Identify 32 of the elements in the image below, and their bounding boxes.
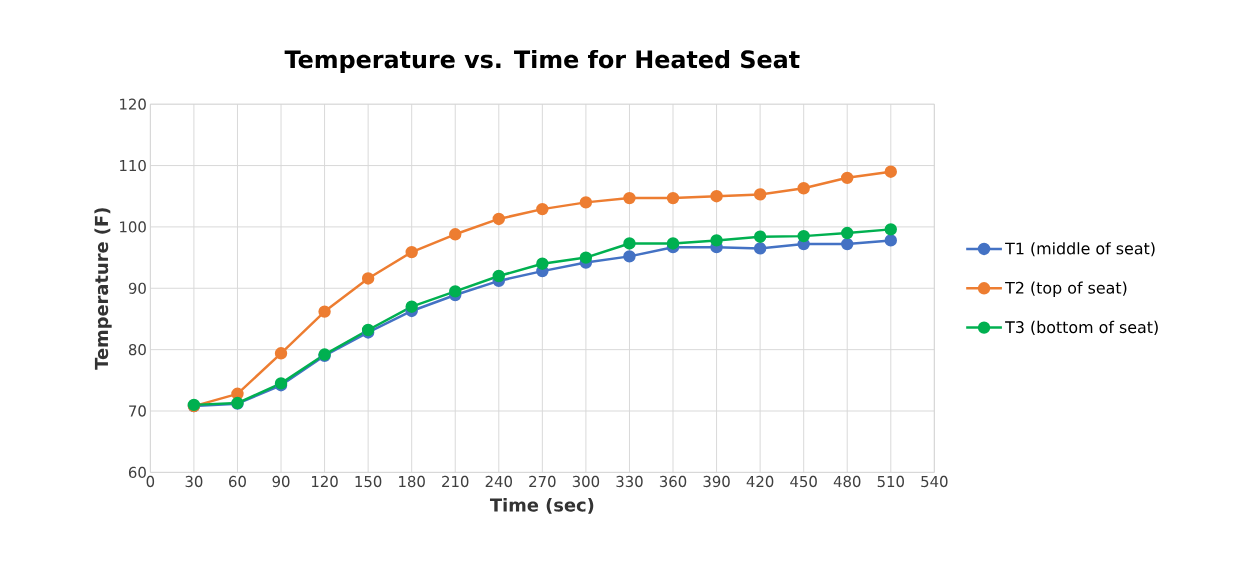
- x-tick-label: 60: [229, 476, 246, 488]
- x-tick-label: 0: [146, 476, 155, 488]
- x-tick-label: 540: [921, 476, 948, 488]
- x-tick-label: 360: [659, 476, 687, 488]
- x-tick-label: 270: [529, 476, 556, 488]
- x-axis-title: Time (sec): [489, 498, 594, 515]
- x-tick-label: 180: [399, 476, 425, 488]
- legend-label: T3 (bottom of seat): [1005, 321, 1158, 336]
- x-tick-label: 510: [877, 476, 904, 488]
- y-tick-label: 80: [128, 344, 146, 356]
- x-tick-label: 210: [442, 476, 469, 488]
- x-tick-label: 300: [572, 476, 600, 488]
- legend-label: T2 (top of seat): [1005, 281, 1127, 298]
- y-tick-label: 110: [120, 160, 146, 172]
- x-tick-label: 450: [790, 476, 817, 488]
- y-axis-title: Temperature (F): [94, 208, 112, 371]
- y-tick-label: 100: [120, 221, 146, 233]
- x-tick-label: 90: [272, 476, 290, 488]
- chart-title: Temperature vs. Time for Heated Seat: [284, 50, 800, 74]
- x-tick-label: 390: [703, 476, 730, 488]
- y-tick-label: 120: [120, 98, 146, 111]
- x-tick-label: 150: [355, 476, 382, 488]
- x-tick-label: 240: [485, 476, 512, 488]
- y-tick-label: 60: [128, 466, 146, 479]
- x-tick-label: 120: [312, 476, 338, 488]
- x-tick-label: 480: [833, 476, 861, 488]
- x-tick-label: 330: [616, 476, 643, 488]
- x-tick-label: 420: [746, 476, 774, 488]
- y-tick-label: 70: [129, 405, 146, 417]
- legend-label: T1 (middle of seat): [1005, 242, 1155, 257]
- x-tick-label: 30: [185, 476, 203, 488]
- y-tick-label: 90: [128, 282, 146, 295]
